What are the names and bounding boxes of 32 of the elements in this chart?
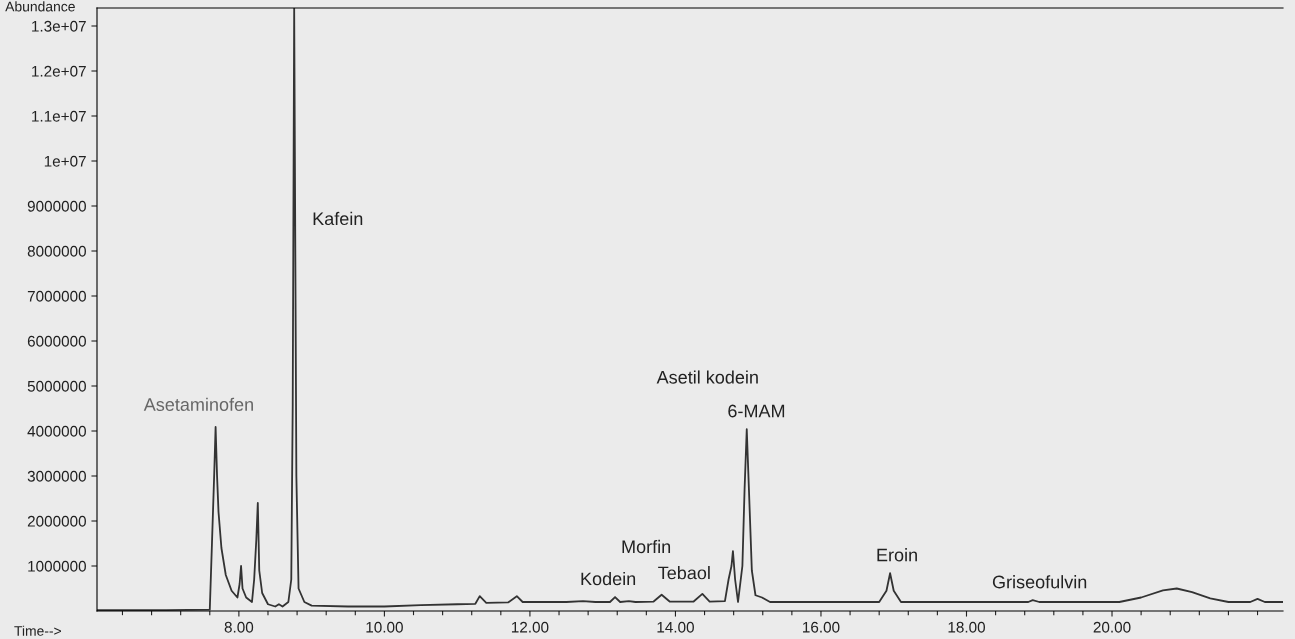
x-axis-title: Time--> bbox=[14, 625, 62, 636]
annotation: Tebaol bbox=[658, 566, 710, 580]
x-tick-label: 14.00 bbox=[657, 621, 694, 633]
line-series bbox=[97, 8, 1283, 611]
annotation: Asetil kodein bbox=[656, 370, 758, 384]
y-tick-label: 8000000 bbox=[27, 245, 86, 257]
y-tick-label: 7000000 bbox=[27, 290, 86, 302]
x-tick-label: 10.00 bbox=[366, 621, 403, 633]
annotation: Kodein bbox=[581, 571, 636, 586]
annotation: Kafein bbox=[313, 211, 363, 226]
y-tick-label: 6000000 bbox=[27, 335, 86, 347]
y-tick-label: 1e+07 bbox=[44, 155, 86, 167]
y-tick-label: 1.2e+07 bbox=[32, 65, 86, 77]
x-tick-label: 8.00 bbox=[224, 621, 254, 633]
y-tick-label: 1.1e+07 bbox=[32, 110, 86, 122]
y-axis-title: Abundance bbox=[5, 1, 75, 12]
x-tick-label: 20.00 bbox=[1093, 621, 1131, 633]
annotation: 6-MAM bbox=[728, 404, 785, 418]
y-tick-label: 4000000 bbox=[27, 425, 86, 437]
y-tick-label: 9000000 bbox=[27, 200, 86, 212]
annotation: Eroin bbox=[877, 548, 917, 562]
y-tick-label: 2000000 bbox=[27, 515, 86, 527]
y-tick-label: 1000000 bbox=[28, 560, 86, 572]
y-tick-label: 3000000 bbox=[27, 470, 86, 482]
x-tick-label: 18.00 bbox=[948, 621, 986, 633]
y-tick-label: 5000000 bbox=[27, 380, 86, 392]
x-tick-label: 12.00 bbox=[511, 621, 549, 633]
y-tick-label: 1.3e+07 bbox=[32, 20, 86, 32]
annotation: Griseofulvin bbox=[992, 575, 1087, 589]
x-tick-label: 16.00 bbox=[803, 621, 840, 633]
annotation: Asetaminofen bbox=[143, 397, 253, 411]
annotation: Morfin bbox=[622, 539, 671, 554]
